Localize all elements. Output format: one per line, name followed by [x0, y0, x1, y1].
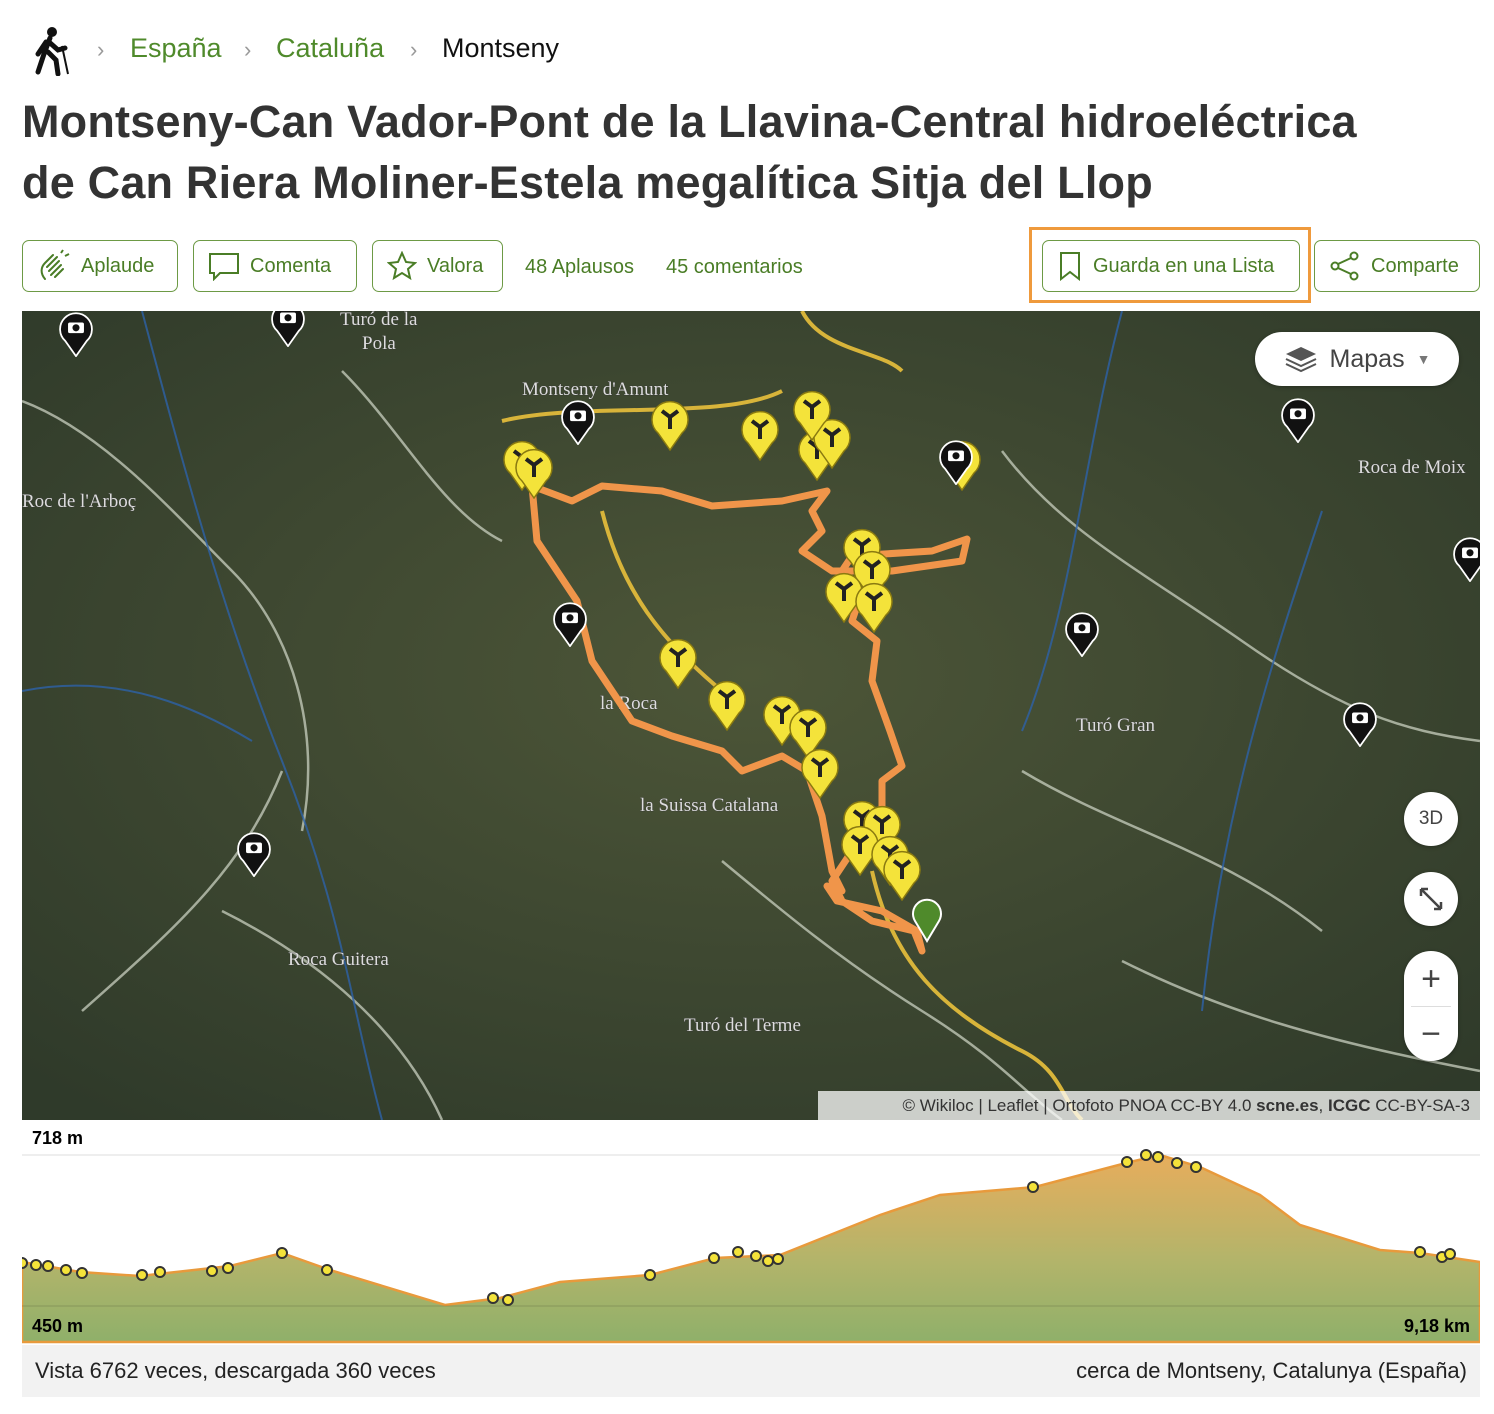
waypoint-dot[interactable]	[1190, 1161, 1202, 1173]
map-streams	[22, 311, 1323, 1120]
place-label: la Suissa Catalana	[640, 795, 779, 816]
waypoint-dot[interactable]	[487, 1292, 499, 1304]
attribution-text: CC-BY-SA-3	[1370, 1096, 1470, 1115]
breadcrumb-sep: ›	[410, 37, 418, 62]
attribution-text: ,	[1319, 1096, 1328, 1115]
applaud-button[interactable]: Aplaude	[22, 240, 178, 292]
stats: Vista 6762 veces, descargada 360 veces	[35, 1358, 436, 1383]
waypoint-dot[interactable]	[206, 1265, 218, 1277]
waypoint-dot[interactable]	[321, 1264, 333, 1276]
icon	[1285, 347, 1316, 373]
max-elevation: 718 m	[32, 1128, 83, 1148]
attribution-text: © Wikiloc | Leaflet | Ortofoto PNOA CC-B…	[903, 1096, 1257, 1115]
icon	[1330, 251, 1359, 281]
waypoint-dots	[22, 1149, 1456, 1306]
hiker-icon[interactable]	[32, 26, 74, 76]
waypoint-dot[interactable]	[222, 1262, 234, 1274]
waypoint-dot[interactable]	[1444, 1248, 1456, 1260]
fullscreen-button[interactable]	[1404, 872, 1458, 926]
waypoint-dot[interactable]	[502, 1294, 514, 1306]
waypoint-dot[interactable]	[1121, 1156, 1133, 1168]
map[interactable]: Turó de la Pola Montseny d'Amunt Roc de …	[22, 311, 1480, 1120]
button-label: Comparte	[1371, 254, 1459, 277]
start-marker[interactable]	[912, 898, 942, 943]
breadcrumb-link[interactable]: España	[130, 33, 222, 63]
divider	[1411, 1005, 1451, 1007]
waypoint-dot[interactable]	[1152, 1151, 1164, 1163]
waypoint-dot[interactable]	[1140, 1149, 1152, 1161]
zoom-in[interactable]: +	[1421, 959, 1441, 998]
waypoint-dot[interactable]	[772, 1253, 784, 1265]
waypoint-dot[interactable]	[154, 1266, 166, 1278]
waypoint-dot[interactable]	[1414, 1246, 1426, 1258]
waypoint-dot[interactable]	[22, 1257, 28, 1269]
layers-control[interactable]: Mapas ▼	[1255, 332, 1459, 386]
breadcrumb-sep: ›	[97, 37, 105, 62]
location: cerca de Montseny, Catalunya (España)	[1076, 1358, 1467, 1383]
waypoint-dot[interactable]	[750, 1250, 762, 1262]
attribution: © Wikiloc | Leaflet | Ortofoto PNOA CC-B…	[903, 1096, 1470, 1115]
save-button[interactable]: Guarda en una Lista	[1042, 240, 1300, 292]
icon	[209, 253, 239, 281]
button-label: Comenta	[250, 254, 332, 277]
view3d-button[interactable]: 3D	[1404, 792, 1458, 846]
elevation-area	[22, 1153, 1480, 1344]
waypoint-dot[interactable]	[42, 1260, 54, 1272]
comments-count[interactable]: 45 comentarios	[666, 256, 803, 278]
place-label: Turó de la	[340, 311, 418, 330]
zoom-control: + −	[1404, 951, 1458, 1061]
icon	[387, 251, 417, 281]
place-label: Turó del Terme	[684, 1015, 801, 1036]
waypoint-dot[interactable]	[30, 1259, 42, 1271]
breadcrumb-sep: ›	[244, 37, 252, 62]
min-elevation: 450 m	[32, 1316, 83, 1336]
waypoint-dot[interactable]	[1027, 1181, 1039, 1193]
attribution-text[interactable]: scne.es	[1256, 1096, 1318, 1115]
waypoint-dot[interactable]	[60, 1264, 72, 1276]
button-label: Valora	[427, 254, 484, 277]
page-title: de Can Riera Moliner-Estela megalítica S…	[22, 157, 1153, 208]
zoom-out[interactable]: −	[1421, 1014, 1441, 1053]
rate-button[interactable]: Valora	[372, 240, 503, 292]
waypoint-dot[interactable]	[276, 1247, 288, 1259]
waypoint-dot[interactable]	[708, 1252, 720, 1264]
attribution-text[interactable]: ICGC	[1328, 1096, 1371, 1115]
button-label: Guarda en una Lista	[1093, 254, 1275, 277]
breadcrumb-current: Montseny	[442, 33, 560, 63]
place-label: Roca de Moix	[1358, 457, 1466, 478]
attribution-bg	[818, 1091, 1480, 1120]
highlight-box	[1029, 227, 1311, 303]
button-label: Aplaude	[81, 254, 155, 277]
control-label: Mapas	[1329, 344, 1405, 373]
applause-count[interactable]: 48 Aplausos	[525, 256, 634, 278]
place-label: Pola	[362, 333, 396, 354]
place-label: Roc de l'Arboç	[22, 491, 136, 512]
map-tracks	[501, 311, 1084, 1120]
waypoint-dot[interactable]	[1171, 1157, 1183, 1169]
place-label: Montseny d'Amunt	[522, 379, 669, 400]
total-distance: 9,18 km	[1404, 1316, 1470, 1336]
comment-button[interactable]: Comenta	[193, 240, 357, 292]
place-label: Turó Gran	[1076, 715, 1155, 736]
waypoint-dot[interactable]	[762, 1255, 774, 1267]
waypoint-dot[interactable]	[732, 1246, 744, 1258]
map-place-labels: Turó de la Pola Montseny d'Amunt Roc de …	[22, 311, 1466, 1036]
elevation-profile[interactable]: 718 m 450 m 9,18 km	[22, 1120, 1480, 1345]
waypoint-dot[interactable]	[76, 1267, 88, 1279]
footer-bar: Vista 6762 veces, descargada 360 veces c…	[22, 1345, 1480, 1397]
icon	[1060, 252, 1080, 281]
dropdown-arrow: ▼	[1416, 351, 1431, 367]
breadcrumb-link[interactable]: Cataluña	[276, 33, 385, 63]
share-button[interactable]: Comparte	[1314, 240, 1480, 292]
icon	[1419, 887, 1443, 911]
waypoint-dot[interactable]	[644, 1269, 656, 1281]
icon	[40, 249, 70, 280]
waypoint-dot[interactable]	[136, 1269, 148, 1281]
page-title: Montseny-Can Vador-Pont de la Llavina-Ce…	[22, 96, 1357, 147]
place-label: Roca Guitera	[288, 949, 389, 970]
